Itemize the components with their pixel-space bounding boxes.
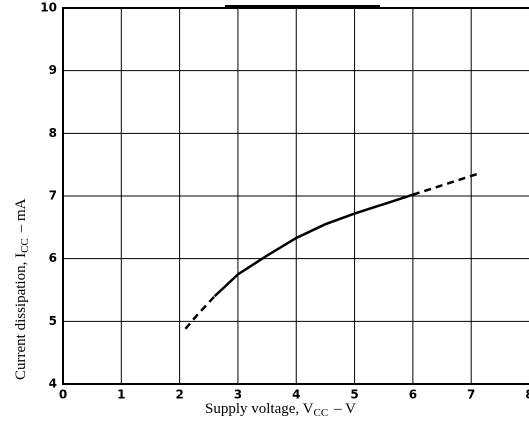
x-tick-label: 5 (350, 388, 358, 402)
x-axis-label-sub: CC (313, 407, 328, 419)
curve (184, 172, 478, 330)
y-tick-label: 6 (49, 251, 57, 265)
y-tick-label: 7 (49, 189, 57, 203)
y-tick-label: 9 (49, 63, 57, 77)
x-tick-label: 4 (292, 388, 300, 402)
x-tick-label: 3 (234, 388, 242, 402)
x-tick-label: 8 (525, 388, 529, 402)
y-tick-label: 8 (49, 126, 57, 140)
y-axis-label: Current dissipation, ICC – mA (13, 198, 30, 380)
x-axis-label-unit: – V (333, 401, 356, 417)
x-tick-label: 2 (175, 388, 183, 402)
plot-frame (62, 7, 529, 385)
y-axis-label-text: Current dissipation, I (13, 253, 29, 380)
x-tick-label: 6 (409, 388, 417, 402)
curve (213, 193, 414, 298)
x-tick-label: 0 (59, 388, 67, 402)
y-axis-label-sub: CC (19, 238, 31, 253)
y-tick-label: 10 (40, 1, 57, 15)
y-axis-label-unit: – mA (13, 198, 29, 233)
y-tick-label: 4 (49, 377, 57, 391)
x-tick-label: 7 (467, 388, 475, 402)
x-axis-label-text: Supply voltage, V (205, 401, 314, 417)
y-tick-label: 5 (49, 314, 57, 328)
x-tick-label: 1 (117, 388, 125, 402)
x-axis-label: Supply voltage, VCC – V (205, 401, 356, 418)
